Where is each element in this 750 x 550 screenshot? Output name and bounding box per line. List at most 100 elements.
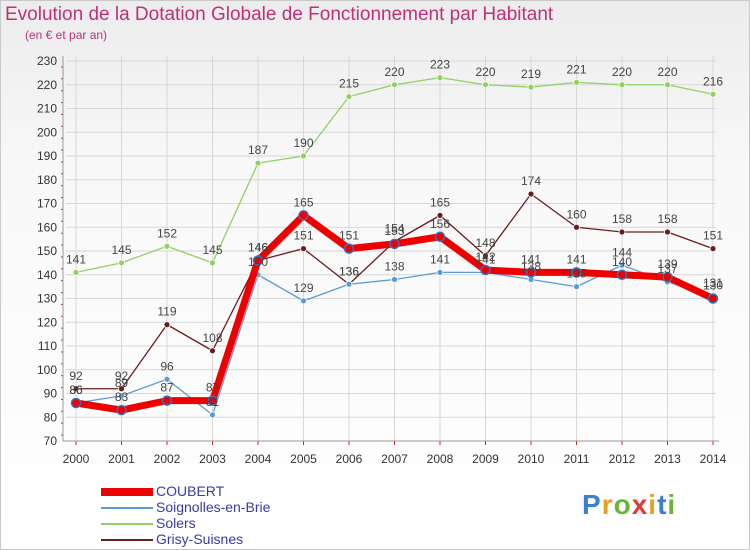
data-point-soignolles-en-brie	[436, 268, 444, 276]
legend-label-solers: Solers	[156, 515, 196, 531]
data-point-soignolles-en-brie	[163, 375, 171, 383]
data-point-solers	[527, 83, 535, 91]
data-label-coubert: 86	[69, 383, 83, 397]
legend-swatch-solers	[101, 523, 153, 525]
data-label-coubert: 83	[115, 390, 129, 404]
legend-item-coubert: COUBERT	[101, 483, 351, 500]
data-label-coubert: 140	[612, 255, 632, 269]
data-point-solers	[436, 74, 444, 82]
data-point-solers	[300, 152, 307, 160]
data-label-soignolles-en-brie: 136	[339, 264, 359, 278]
data-point-solers	[345, 93, 353, 101]
x-tick-label: 2010	[518, 452, 545, 466]
legend-label-grisy: Grisy-Suisnes	[156, 531, 244, 547]
data-label-soignolles-en-brie: 141	[475, 252, 495, 266]
x-tick-label: 2000	[63, 452, 90, 466]
data-point-grisy-suisnes	[163, 321, 171, 329]
data-label-coubert: 165	[293, 195, 313, 209]
x-tick-label: 2006	[336, 452, 363, 466]
axes: 7080901001101201301401501601701801902002…	[37, 54, 727, 466]
data-label-soignolles-en-brie: 89	[115, 376, 129, 390]
data-point-soignolles-en-brie	[300, 297, 307, 305]
data-label-soignolles-en-brie: 135	[566, 267, 586, 281]
series-lines	[70, 74, 719, 419]
data-point-grisy-suisnes	[72, 385, 80, 393]
x-tick-label: 2008	[427, 452, 454, 466]
data-point-coubert	[434, 231, 446, 242]
data-point-soignolles-en-brie	[573, 283, 580, 291]
chart-title: Evolution de la Dotation Globale de Fonc…	[5, 4, 554, 25]
y-tick-label: 160	[37, 220, 57, 234]
data-label-soignolles-en-brie: 137	[657, 262, 677, 276]
data-point-coubert	[70, 397, 82, 409]
y-tick-label: 190	[37, 149, 57, 163]
data-point-solers	[664, 81, 671, 89]
data-point-grisy-suisnes	[118, 385, 125, 393]
data-label-grisy-suisnes: 119	[157, 305, 176, 319]
x-tick-label: 2003	[199, 452, 226, 466]
data-point-soignolles-en-brie	[391, 276, 398, 283]
data-point-grisy-suisnes	[482, 252, 489, 260]
legend-swatch-soignolles	[101, 507, 153, 509]
data-label-grisy-suisnes: 136	[339, 264, 359, 278]
data-label-grisy-suisnes: 146	[248, 241, 268, 255]
proxiti-logo: Proxiti	[582, 489, 677, 520]
data-point-grisy-suisnes	[618, 228, 626, 236]
data-label-grisy-suisnes: 158	[657, 212, 677, 226]
data-point-grisy-suisnes	[664, 228, 671, 236]
y-tick-label: 100	[37, 363, 57, 377]
data-label-solers: 190	[293, 136, 313, 150]
data-point-coubert	[707, 293, 719, 304]
chart-subtitle: (en € et par an)	[25, 28, 108, 42]
y-tick-label: 150	[37, 244, 57, 258]
x-tick-label: 2011	[564, 452, 590, 466]
data-point-coubert	[571, 267, 582, 278]
legend-label-coubert: COUBERT	[156, 483, 225, 499]
data-label-grisy-suisnes: 92	[115, 369, 129, 383]
data-label-coubert: 153	[384, 224, 404, 238]
data-point-coubert	[252, 255, 264, 266]
data-point-solers	[118, 259, 125, 267]
legend-item-soignolles: Soignolles-en-Brie	[101, 499, 351, 516]
x-tick-label: 2009	[472, 452, 499, 466]
data-point-grisy-suisnes	[436, 211, 444, 219]
data-label-soignolles-en-brie: 129	[293, 281, 313, 295]
data-label-grisy-suisnes: 158	[612, 212, 632, 226]
y-tick-label: 70	[44, 434, 58, 448]
data-point-coubert	[662, 271, 673, 283]
legend-label-soignolles: Soignolles-en-Brie	[156, 499, 271, 515]
data-point-solers	[709, 90, 717, 98]
data-point-grisy-suisnes	[527, 190, 535, 198]
data-label-grisy-suisnes: 165	[430, 195, 450, 209]
x-tick-label: 2013	[654, 452, 681, 466]
data-point-grisy-suisnes	[209, 347, 216, 355]
data-point-soignolles-en-brie	[118, 392, 125, 400]
data-label-solers: 220	[657, 65, 677, 79]
data-label-grisy-suisnes: 174	[521, 174, 541, 188]
data-point-coubert	[343, 243, 355, 254]
data-label-soignolles-en-brie: 138	[384, 260, 404, 274]
data-point-coubert	[389, 238, 400, 250]
data-point-soignolles-en-brie	[345, 280, 353, 288]
y-tick-label: 170	[37, 197, 57, 211]
data-point-grisy-suisnes	[300, 245, 307, 253]
data-point-coubert	[207, 395, 218, 406]
data-label-solers: 221	[566, 62, 586, 76]
legend-swatch-grisy	[101, 539, 153, 541]
data-point-solers	[391, 81, 398, 89]
y-tick-label: 130	[37, 292, 57, 306]
data-label-grisy-suisnes: 151	[293, 229, 313, 243]
data-point-soignolles-en-brie	[618, 261, 626, 269]
x-tick-label: 2012	[609, 452, 636, 466]
data-point-solers	[209, 259, 216, 267]
data-point-soignolles-en-brie	[209, 411, 216, 419]
data-point-coubert	[616, 269, 628, 280]
data-label-soignolles-en-brie: 131	[703, 276, 723, 290]
y-tick-label: 120	[37, 315, 57, 329]
data-label-soignolles-en-brie: 138	[521, 260, 541, 274]
data-label-grisy-suisnes: 154	[384, 222, 404, 236]
data-label-soignolles-en-brie: 141	[430, 252, 450, 266]
data-label-grisy-suisnes: 151	[703, 229, 723, 243]
